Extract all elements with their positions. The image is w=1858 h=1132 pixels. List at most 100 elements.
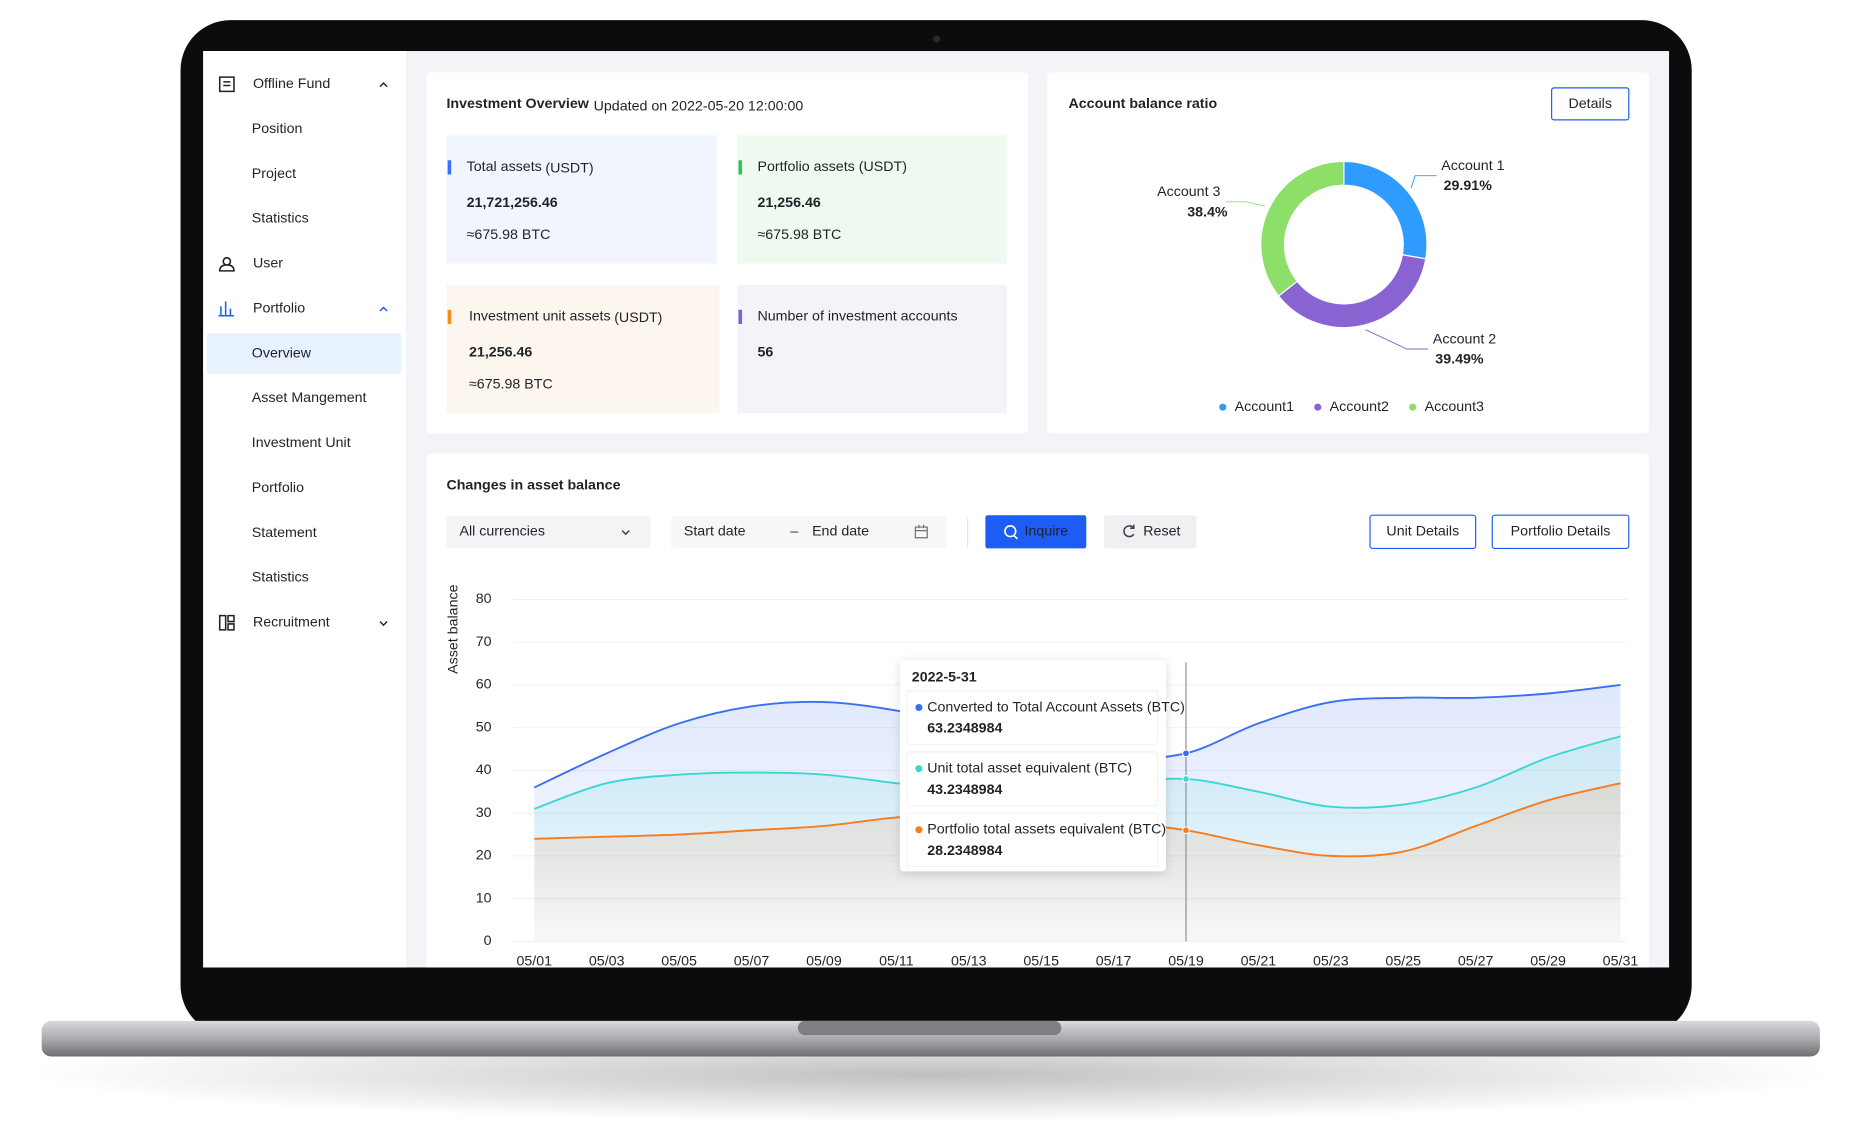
x-tick-label: 05/03 — [589, 953, 625, 969]
y-tick-label: 0 — [484, 933, 492, 949]
leader-line — [1225, 201, 1265, 207]
y-tick-label: 20 — [476, 848, 492, 864]
x-tick-label: 05/25 — [1385, 953, 1421, 969]
date-placeholder[interactable]: Start date — [684, 524, 746, 540]
calendar-icon — [914, 524, 928, 539]
hover-point — [1182, 826, 1190, 835]
date-placeholder[interactable]: End date — [812, 524, 869, 540]
tooltip-item — [906, 812, 1159, 868]
card-accent — [738, 309, 743, 325]
slice-label: Account 2 — [1433, 331, 1496, 347]
ratio-panel — [1047, 72, 1649, 434]
card-label: Number of investment accounts — [757, 309, 957, 325]
y-tick-label: 10 — [476, 890, 492, 906]
button-label[interactable]: Inquire — [1025, 524, 1069, 540]
button-label[interactable]: Unit Details — [1386, 524, 1459, 540]
card-unit: (USDT) — [545, 160, 593, 176]
unit-details-button[interactable] — [1369, 514, 1477, 550]
menu-item[interactable]: Statistics — [252, 570, 309, 586]
date-range[interactable] — [670, 516, 947, 549]
reset-button[interactable] — [1104, 515, 1197, 549]
search-icon — [1004, 525, 1019, 540]
updated-time: Updated on 2022-05-20 12:00:00 — [594, 99, 804, 115]
currency-select[interactable] — [446, 516, 651, 549]
legend-dot — [1409, 403, 1417, 411]
y-tick-label: 50 — [476, 719, 492, 735]
card-label: Portfolio assets (USDT) — [757, 159, 907, 175]
y-tick-label: 70 — [476, 634, 492, 650]
card-accent — [447, 309, 452, 325]
card-value: 21,256.46 — [469, 344, 532, 360]
details-button[interactable] — [1551, 87, 1630, 121]
x-tick-label: 05/05 — [661, 953, 697, 969]
tooltip-name: Portfolio total assets equivalent (BTC) — [927, 822, 1166, 838]
card-unit: (USDT) — [614, 310, 662, 326]
legend-label: Account1 — [1235, 399, 1294, 415]
laptop-base — [41, 1020, 1820, 1057]
menu-item[interactable]: Asset Mangement — [252, 390, 367, 406]
menu-item[interactable]: Position — [252, 121, 303, 137]
x-tick-label: 05/17 — [1096, 953, 1132, 969]
x-tick-label: 05/21 — [1241, 953, 1277, 969]
x-tick-label: 05/09 — [806, 953, 842, 969]
x-tick-label: 05/19 — [1168, 953, 1204, 969]
tooltip-item — [906, 751, 1159, 807]
select-value[interactable]: All currencies — [460, 524, 545, 540]
chevron — [379, 82, 388, 88]
x-tick-label: 05/07 — [734, 953, 770, 969]
y-tick-label: 40 — [476, 762, 492, 778]
menu-item[interactable]: Statistics — [252, 211, 309, 227]
menu-item[interactable]: Investment Unit — [252, 435, 351, 451]
x-tick-label: 05/31 — [1603, 953, 1639, 969]
leader-line — [1410, 175, 1437, 189]
tooltip-dot — [915, 703, 923, 712]
slice-label: Account 3 — [1157, 184, 1220, 200]
menu-item[interactable]: Statement — [252, 525, 317, 541]
legend-label: Account3 — [1425, 399, 1484, 415]
menu-item[interactable]: Project — [252, 166, 296, 182]
menu-icon — [218, 76, 235, 93]
tooltip-value: 28.2348984 — [927, 843, 1002, 859]
portfolio-details-button[interactable] — [1491, 514, 1630, 550]
slice-value: 38.4% — [1187, 204, 1228, 220]
x-tick-label: 05/13 — [951, 953, 987, 969]
menu-group[interactable]: Recruitment — [253, 615, 330, 631]
button-label[interactable]: Portfolio Details — [1511, 524, 1611, 540]
x-tick-label: 05/01 — [516, 953, 552, 969]
menu-group[interactable]: User — [253, 256, 283, 272]
menu-icon — [218, 301, 234, 317]
menu-icon — [218, 257, 235, 272]
card-accent — [447, 160, 452, 175]
base-notch — [797, 1020, 1062, 1036]
x-tick-label: 05/15 — [1023, 953, 1059, 969]
card-value: 56 — [757, 344, 773, 360]
chevron — [621, 530, 630, 536]
tooltip-name: Converted to Total Account Assets (BTC) — [927, 699, 1185, 715]
menu-group[interactable]: Portfolio — [253, 300, 305, 316]
screen: Offline Fund Position Project Statistics Use… — [203, 51, 1670, 969]
panel-title: Account balance ratio — [1068, 96, 1217, 112]
stat-card — [446, 284, 720, 414]
card-value: 21,256.46 — [757, 195, 820, 211]
slice-value: 29.91% — [1444, 178, 1493, 194]
legend-dot — [1314, 403, 1322, 411]
date-separator: – — [790, 524, 798, 540]
stat-card — [446, 135, 718, 264]
card-label: Investment unit assets — [469, 309, 611, 325]
menu-item[interactable]: Portfolio — [252, 480, 304, 496]
tooltip-name: Unit total asset equivalent (BTC) — [927, 760, 1132, 776]
card-sub: ≈675.98 BTC — [469, 376, 553, 392]
slice-value: 39.49% — [1435, 351, 1484, 367]
camera — [933, 35, 941, 43]
legend-label: Account2 — [1330, 399, 1389, 415]
y-tick-label: 80 — [476, 591, 492, 607]
inquire-button[interactable] — [985, 515, 1087, 549]
x-tick-label: 05/11 — [879, 953, 914, 969]
hover-point — [1182, 775, 1190, 783]
menu-group[interactable]: Offline Fund — [253, 76, 330, 92]
button-label[interactable]: Reset — [1143, 524, 1180, 540]
slice-label: Account 1 — [1441, 158, 1504, 174]
menu-item[interactable]: Overview — [252, 345, 312, 361]
button-label[interactable]: Details — [1568, 96, 1612, 112]
card-label: Total assets — [467, 159, 542, 175]
